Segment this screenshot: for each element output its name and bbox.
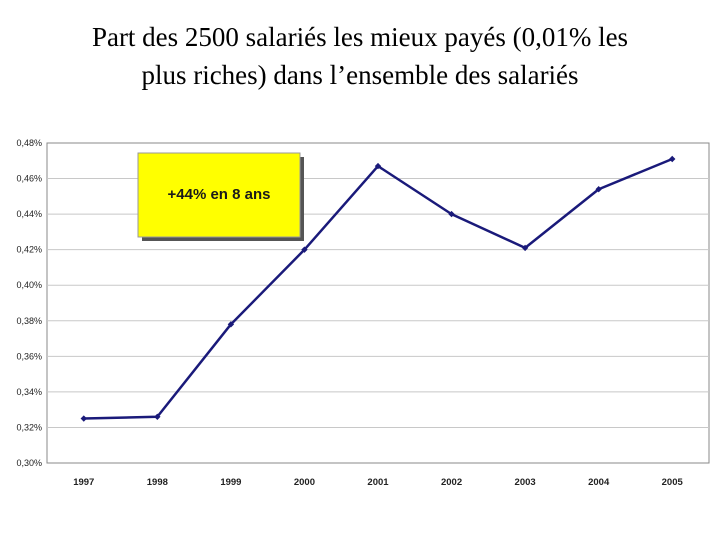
y-tick-label: 0,34%: [16, 387, 42, 397]
y-tick-label: 0,40%: [16, 280, 42, 290]
x-tick-label: 2002: [441, 477, 462, 488]
annotation-box: +44% en 8 ans: [137, 152, 304, 241]
series-line-group: [80, 155, 676, 422]
x-tick-label: 2005: [662, 477, 684, 488]
y-tick-label: 0,38%: [16, 316, 42, 326]
slide-title: Part des 2500 salariés les mieux payés (…: [0, 18, 720, 94]
data-point: [227, 321, 235, 328]
x-tick-label: 1997: [73, 477, 94, 488]
data-point: [154, 413, 161, 420]
y-tick-label: 0,42%: [16, 245, 42, 255]
data-point: [521, 244, 529, 252]
y-tick-label: 0,46%: [16, 174, 42, 184]
data-point: [669, 155, 676, 163]
y-tick-label: 0,44%: [16, 209, 42, 219]
data-point: [301, 246, 308, 253]
x-tick-label: 2001: [367, 477, 389, 488]
y-tick-label: 0,32%: [16, 422, 42, 432]
plot-area-frame: [46, 142, 710, 464]
annotation-text: +44% en 8 ans: [168, 186, 271, 203]
y-tick-label: 0,30%: [16, 458, 42, 468]
data-point: [374, 162, 382, 170]
x-tick-label: 1999: [220, 477, 241, 488]
y-tick-label: 0,36%: [16, 351, 42, 361]
slide-title-line-2: plus riches) dans l’ensemble des salarié…: [141, 60, 579, 90]
data-point: [448, 210, 455, 218]
data-point: [595, 186, 602, 193]
x-tick-label: 1998: [147, 477, 168, 488]
annotation-background: [137, 152, 301, 238]
slide-title-line-1: Part des 2500 salariés les mieux payés (…: [91, 22, 629, 52]
y-axis-tick-labels: 0,30% 0,32% 0,34% 0,36% 0,38% 0,40% 0,42% 0,44%…: [16, 138, 42, 468]
data-point: [80, 415, 87, 422]
x-tick-label: 2003: [515, 477, 536, 488]
x-axis-tick-labels: 1997 1998 1999 2000 2001 2002 2003 2004 2005: [73, 477, 683, 488]
x-tick-label: 2000: [294, 477, 315, 488]
x-tick-label: 2004: [588, 477, 610, 488]
y-tick-label: 0,48%: [16, 138, 42, 148]
